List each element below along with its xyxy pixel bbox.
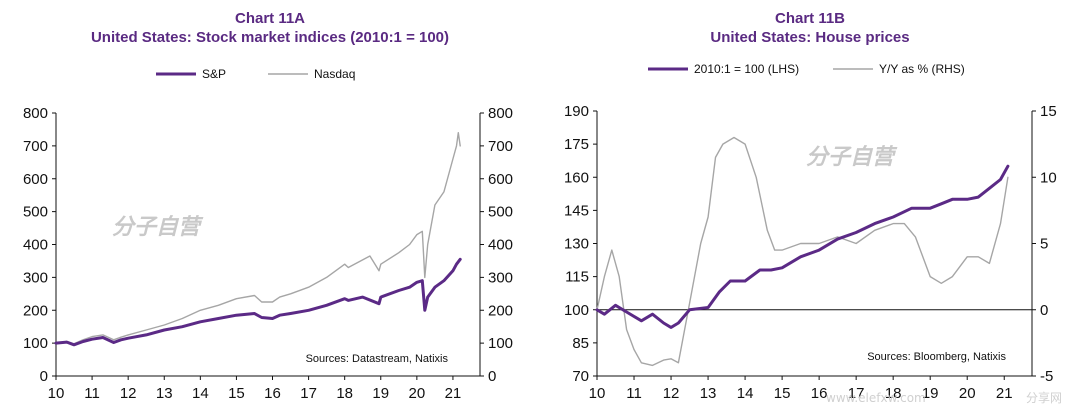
x-tick-label: 13 [156, 385, 173, 402]
x-tick-label: 15 [228, 385, 245, 402]
y-right-tick-label: 10 [1040, 169, 1057, 186]
chart-title: Chart 11A [234, 10, 306, 27]
y-right-tick-label: -5 [1040, 368, 1053, 385]
x-tick-label: 16 [264, 385, 281, 402]
y-right-tick-label: 800 [488, 105, 513, 122]
y-left-tick-label: 190 [564, 103, 589, 120]
y-left-tick-label: 70 [572, 368, 589, 385]
x-tick-label: 12 [120, 385, 137, 402]
chart-panel-11a: Chart 11A United States: Stock market in… [23, 10, 513, 402]
legend-label-1: Y/Y as % (RHS) [879, 62, 965, 76]
y-right-tick-label: 500 [488, 204, 513, 221]
source-note: Sources: Bloomberg, Natixis [867, 351, 1006, 363]
x-tick-label: 13 [700, 385, 717, 402]
x-tick-label: 20 [409, 385, 426, 402]
x-tick-label: 11 [84, 385, 100, 402]
series-line-1 [55, 131, 461, 345]
y-right-tick-label: 200 [488, 302, 513, 319]
y-left-tick-label: 175 [564, 136, 589, 153]
y-left-tick-label: 0 [40, 368, 48, 385]
x-tick-label: 19 [922, 385, 939, 402]
series-line-0 [595, 164, 1010, 329]
chart-panel-11b: Chart 11B United States: House prices 70… [540, 0, 1080, 409]
chart-subtitle: United States: Stock market indices (201… [90, 29, 450, 46]
y-left-tick-label: 115 [565, 269, 589, 286]
chart-subtitle: United States: House prices [710, 29, 910, 46]
chart-11a-plot: 0 100 200 300 400 500 600 700 800 0 100 200 300 400 50… [23, 67, 513, 402]
watermark-text: 分子自营 [112, 215, 204, 240]
y-left-tick-label: 160 [564, 169, 589, 186]
y-left-tick-label: 85 [572, 335, 589, 352]
x-tick-label: 17 [848, 385, 865, 402]
y-left-tick-label: 700 [23, 138, 48, 155]
y-left-tick-label: 300 [23, 269, 48, 286]
y-right-tick-label: 300 [488, 269, 513, 286]
chart-11b-plot: 70 85 100 115 130 145 160 175 190 -5 0 5 10 15 10 11 12 1… [564, 62, 1062, 405]
x-tick-label: 12 [663, 385, 680, 402]
y-left-tick-label: 200 [23, 302, 48, 319]
y-left-tick-label: 145 [564, 202, 589, 219]
y-left-tick-label: 130 [564, 236, 589, 253]
site-watermark: www.elefxw.com [826, 391, 926, 405]
source-note: Sources: Datastream, Natixis [306, 353, 449, 365]
series-line-0 [54, 257, 462, 347]
y-left-tick-label: 500 [23, 204, 48, 221]
x-tick-label: 15 [774, 385, 791, 402]
y-right-tick-label: 0 [488, 368, 496, 385]
x-tick-label: 18 [336, 385, 353, 402]
x-tick-label: 21 [445, 385, 462, 402]
legend-label-1: Nasdaq [314, 67, 355, 81]
x-tick-label: 14 [192, 385, 209, 402]
legend-label-0: 2010:1 = 100 (LHS) [694, 62, 799, 76]
y-left-tick-label: 100 [23, 335, 48, 352]
y-left-tick-label: 100 [564, 302, 589, 319]
chart-title: Chart 11B [774, 10, 846, 27]
y-right-tick-label: 100 [488, 335, 513, 352]
x-tick-label: 11 [626, 385, 642, 402]
x-tick-label: 18 [885, 385, 902, 402]
x-tick-label: 16 [811, 385, 828, 402]
legend-label-0: S&P [202, 67, 226, 81]
watermark-text: 分子自营 [806, 145, 898, 170]
y-right-tick-label: 400 [488, 237, 513, 254]
x-tick-label: 10 [589, 385, 606, 402]
x-tick-label: 20 [959, 385, 976, 402]
y-right-tick-label: 15 [1040, 103, 1057, 120]
y-right-tick-label: 5 [1040, 236, 1048, 253]
x-tick-label: 14 [737, 385, 754, 402]
y-right-tick-label: 600 [488, 171, 513, 188]
series-line-1 [596, 136, 1009, 367]
y-left-tick-label: 600 [23, 171, 48, 188]
x-tick-label: 10 [48, 385, 65, 402]
site-watermark: 分享网 [1026, 390, 1062, 405]
x-tick-label: 19 [372, 385, 389, 402]
y-right-tick-label: 700 [488, 138, 513, 155]
y-left-tick-label: 800 [23, 105, 48, 122]
y-left-tick-label: 400 [23, 237, 48, 254]
x-tick-label: 17 [300, 385, 317, 402]
y-right-tick-label: 0 [1040, 302, 1048, 319]
x-tick-label: 21 [996, 385, 1013, 402]
